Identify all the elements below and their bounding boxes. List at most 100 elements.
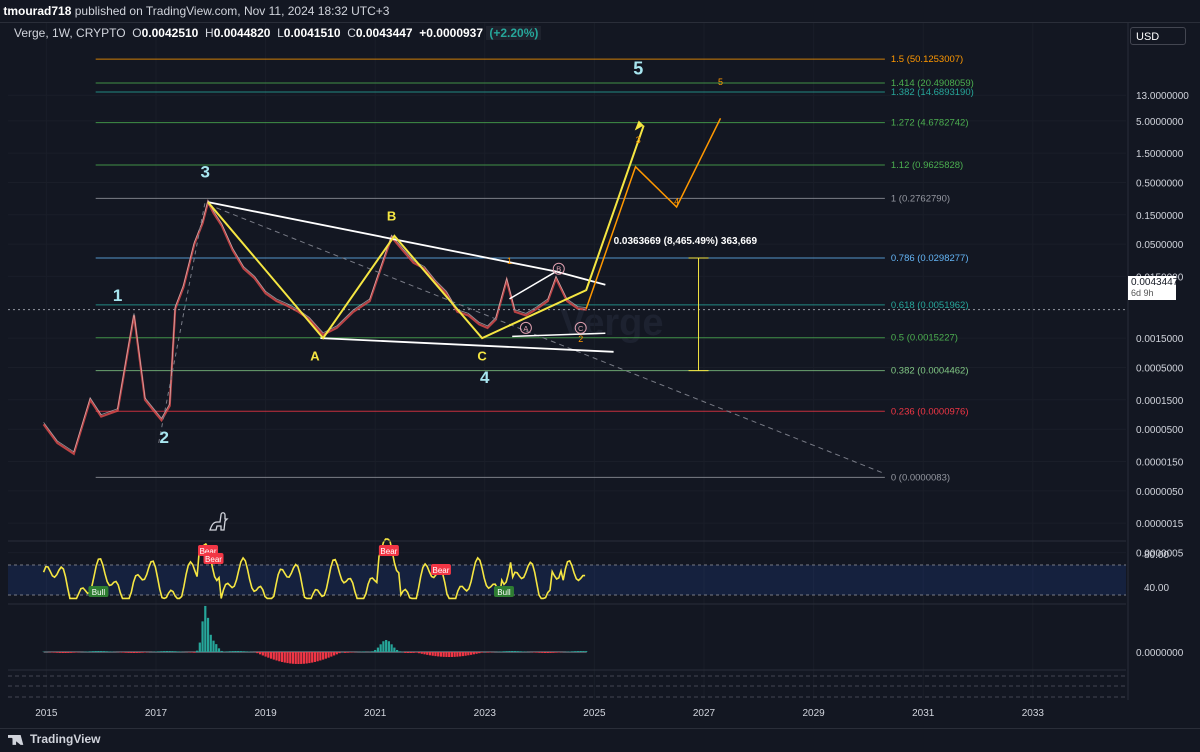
wave-label: 3 <box>201 163 210 182</box>
fib-level-label: 1.5 (50.1253007) <box>891 54 963 65</box>
wedge-upper-line <box>207 201 557 273</box>
x-tick-label: 2033 <box>1022 708 1045 719</box>
macd-tick-label: 0.0000000 <box>1136 648 1184 659</box>
last-price-tag: 0.0043447 6d 9h <box>1128 276 1179 300</box>
last-price-value: 0.0043447 <box>1131 277 1179 288</box>
symbol-legend: Verge, 1W, CRYPTO O0.0042510 H0.0044820 … <box>14 26 542 40</box>
y-tick-label: 0.0000150 <box>1136 457 1184 468</box>
rsi-bear-badge <box>378 545 399 556</box>
x-tick-label: 2023 <box>474 708 497 719</box>
price-series-highlight <box>43 199 587 453</box>
change-percent: (+2.20%) <box>486 26 542 40</box>
symbol-name[interactable]: Verge, 1W, CRYPTO <box>14 26 126 40</box>
rsi-line <box>42 538 586 600</box>
rsi-tick-label: 40.00 <box>1144 583 1169 594</box>
rsi-bear-badge <box>430 564 451 575</box>
wave-dashed-line <box>158 200 206 444</box>
high-value: 0.0044820 <box>213 26 271 40</box>
close-label: C <box>347 26 356 40</box>
low-label: L <box>277 26 284 40</box>
wave-label: 2 <box>159 428 168 447</box>
rsi-badge-label: Bear <box>380 547 397 556</box>
fib-level-label: 1.12 (0.9625828) <box>891 160 963 171</box>
y-tick-label: 0.0005000 <box>1136 364 1184 375</box>
dino-icon[interactable] <box>208 510 230 532</box>
low-value: 0.0041510 <box>283 26 341 40</box>
y-tick-label: 0.0000015 <box>1136 519 1184 530</box>
fib-level-label: 1.272 (4.6782742) <box>891 118 969 129</box>
circle-wave-label: C <box>578 324 584 333</box>
rsi-tick-label: 80.00 <box>1144 550 1169 561</box>
circle-wave-marker <box>519 321 532 334</box>
high-label: H <box>205 26 214 40</box>
y-tick-label: 0.0000005 <box>1136 549 1184 560</box>
publish-header: tmourad718 published on TradingView.com,… <box>0 0 1200 23</box>
x-tick-label: 2019 <box>254 708 277 719</box>
sub-wave-label: 2 <box>578 334 583 344</box>
currency-button[interactable]: USD <box>1130 27 1186 45</box>
rsi-bear-badge <box>203 553 224 564</box>
circle-wave-marker <box>574 321 587 334</box>
x-tick-label: 2027 <box>693 708 716 719</box>
tradingview-logo-icon <box>8 734 24 745</box>
bar-countdown: 6d 9h <box>1131 288 1154 298</box>
publisher-name[interactable]: tmourad718 <box>3 4 72 18</box>
measure-label: 0.0363669 (8,465.49%) 363,669 <box>614 236 758 247</box>
dashed-trend-line <box>207 204 886 475</box>
abc-zigzag-line <box>207 125 645 340</box>
x-tick-label: 2025 <box>583 708 606 719</box>
y-tick-label: 0.0001500 <box>1136 396 1184 407</box>
wave-label: 4 <box>480 368 490 387</box>
circle-wave-marker <box>552 262 565 275</box>
rsi-band <box>8 565 1126 595</box>
tradingview-logo[interactable]: TradingView <box>8 732 100 746</box>
fib-level-label: 0.236 (0.0000976) <box>891 406 969 417</box>
y-tick-label: 0.5000000 <box>1136 178 1184 189</box>
rsi-badge-label: Bear <box>432 566 449 575</box>
fib-level-label: 0 (0.0000083) <box>891 472 950 483</box>
publish-info: published on TradingView.com, Nov 11, 20… <box>74 4 390 18</box>
fib-level-label: 0.5 (0.0015227) <box>891 333 958 344</box>
circle-wave-label: B <box>556 265 561 274</box>
x-tick-label: 2017 <box>145 708 168 719</box>
y-tick-label: 0.0015000 <box>1136 334 1184 345</box>
rsi-badge-label: Bear <box>205 555 222 564</box>
footer-bar <box>0 728 1200 752</box>
orange-projection-line <box>585 117 722 309</box>
y-tick-label: 13.0000000 <box>1136 91 1189 102</box>
x-tick-label: 2015 <box>35 708 58 719</box>
rsi-badge-label: Bull <box>92 588 106 597</box>
brand-text: TradingView <box>30 732 101 746</box>
rsi-badge-label: Bull <box>497 588 511 597</box>
x-tick-label: 2029 <box>802 708 825 719</box>
y-tick-label: 1.5000000 <box>1136 149 1184 160</box>
fib-level-label: 0.786 (0.0298277) <box>891 253 969 264</box>
wave-label: B <box>387 209 396 224</box>
sub-wave-label: 4 <box>674 196 679 206</box>
zigzag-arrowhead <box>634 120 644 131</box>
sub-wave-label: 5 <box>718 77 723 87</box>
wedge-upper-ext <box>555 270 606 286</box>
y-tick-label: 5.0000000 <box>1136 117 1184 128</box>
rsi-bull-badge <box>88 586 109 597</box>
wave-label: C <box>477 349 487 364</box>
sub-wave-label: 3 <box>636 135 641 145</box>
wave-label: A <box>310 349 320 364</box>
fib-level-label: 1.382 (14.6893190) <box>891 87 974 98</box>
close-value: 0.0043447 <box>355 26 413 40</box>
y-tick-label: 0.0000500 <box>1136 425 1184 436</box>
circle-wave-label: A <box>523 324 528 333</box>
fib-level-label: 1 (0.2762790) <box>891 193 950 204</box>
rsi-bull-badge <box>493 586 514 597</box>
x-tick-label: 2031 <box>912 708 935 719</box>
wedge-lower-line <box>320 337 614 353</box>
open-value: 0.0042510 <box>141 26 199 40</box>
open-label: O <box>132 26 142 40</box>
wave-label: 5 <box>633 59 643 79</box>
change-value: +0.0000937 <box>419 26 484 40</box>
x-tick-label: 2021 <box>364 708 387 719</box>
wave-label: 1 <box>113 286 122 305</box>
fib-level-label: 1.414 (20.4908059) <box>891 78 974 89</box>
